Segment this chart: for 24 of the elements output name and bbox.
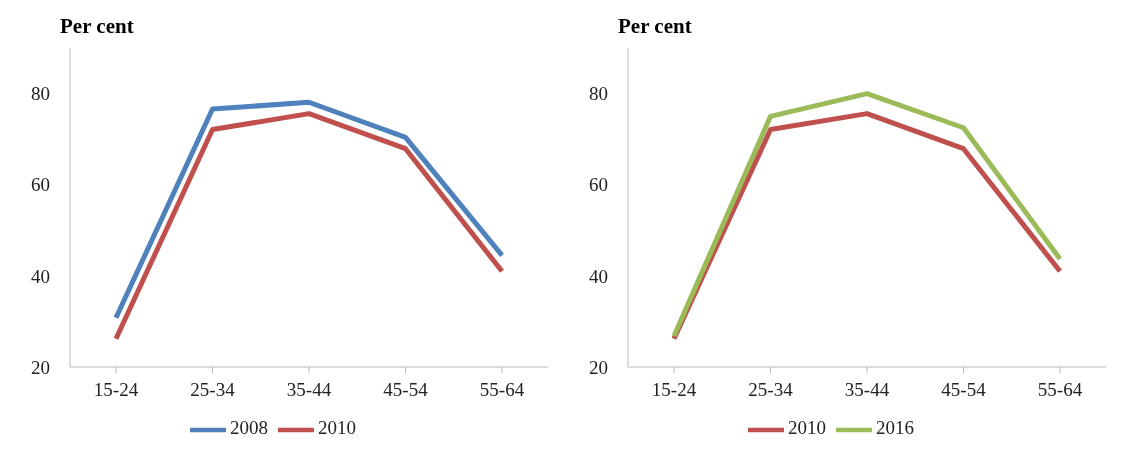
x-tick-label: 55-64	[479, 379, 525, 401]
x-tick-label: 15-24	[651, 379, 697, 401]
y-tick-label: 20	[589, 356, 608, 378]
x-tick-label: 15-24	[93, 379, 139, 401]
legend-label: 2016	[876, 417, 914, 439]
y-tick-label: 80	[31, 83, 50, 105]
x-tick-label: 45-54	[941, 379, 987, 401]
x-tick-label: 55-64	[1037, 379, 1083, 401]
y-axis-title: Per cent	[618, 14, 692, 39]
x-tick-label: 35-44	[844, 379, 890, 401]
x-tick-label: 25-34	[748, 379, 794, 401]
y-tick-label: 20	[31, 356, 50, 378]
x-tick-label: 35-44	[286, 379, 332, 401]
y-tick-label: 40	[589, 265, 608, 287]
y-tick-label: 80	[589, 83, 608, 105]
legend-label: 2010	[788, 417, 826, 439]
y-tick-label: 40	[31, 265, 50, 287]
x-tick-label: 45-54	[383, 379, 429, 401]
y-axis-title: Per cent	[60, 14, 134, 39]
y-tick-label: 60	[31, 174, 50, 196]
x-tick-label: 25-34	[190, 379, 236, 401]
legend-label: 2010	[318, 417, 356, 439]
y-tick-label: 60	[589, 174, 608, 196]
legend-label: 2008	[230, 417, 268, 439]
